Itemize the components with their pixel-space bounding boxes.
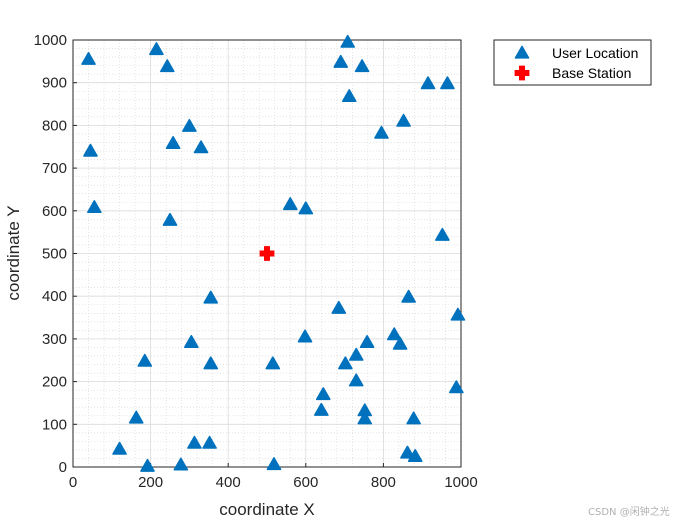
y-tick-label: 600: [42, 203, 67, 220]
user-location-point: [112, 441, 127, 455]
user-location-point: [298, 201, 314, 215]
x-tick-label: 800: [371, 474, 396, 491]
user-location-point: [187, 435, 202, 449]
user-location-point: [173, 457, 189, 471]
x-tick-label: 1000: [444, 474, 477, 491]
user-location-point: [400, 445, 415, 459]
user-location-point: [374, 125, 389, 139]
user-location-point: [420, 76, 436, 90]
y-tick-label: 200: [42, 374, 67, 391]
user-location-point: [87, 200, 102, 214]
user-location-point: [202, 435, 217, 449]
x-tick-label: 200: [138, 474, 163, 491]
legend-marker-base-station: [514, 65, 530, 81]
user-location-point: [203, 356, 219, 370]
user-location-point: [338, 356, 353, 370]
user-location-point: [406, 411, 421, 425]
user-location-point: [407, 449, 423, 463]
user-location-point: [265, 356, 281, 370]
axis-ticks: 0 200 400 600 800 1000 0 100 200 300 400 500 600 700 8…: [34, 32, 478, 491]
user-location-point: [357, 411, 373, 425]
user-location-point: [128, 410, 144, 424]
legend-plus-marker: [514, 65, 530, 81]
user-location-point: [315, 387, 331, 401]
user-location-point: [450, 307, 466, 321]
user-location-point: [140, 458, 155, 472]
user-location-point: [137, 353, 153, 367]
user-location-point: [182, 118, 197, 132]
user-location-point: [392, 336, 408, 350]
user-location-point: [297, 329, 313, 343]
user-location-point: [184, 335, 199, 348]
base-station-point: [259, 246, 275, 261]
user-location-point: [340, 34, 356, 48]
y-tick-label: 400: [42, 288, 67, 305]
user-location-point: [449, 380, 464, 394]
y-tick-label: 300: [42, 331, 67, 348]
user-location-point: [348, 373, 364, 387]
y-tick-label: 700: [42, 160, 67, 177]
user-location-point: [165, 136, 181, 150]
y-tick-label: 100: [42, 416, 67, 433]
user-location-point: [435, 227, 450, 241]
legend-box: [493, 39, 652, 86]
y-tick-label: 900: [42, 75, 67, 92]
watermark-text: CSDN @闲钟之光: [588, 507, 670, 518]
user-location-point: [396, 113, 411, 127]
legend-marker-user-location: [514, 45, 530, 59]
y-tick-label: 500: [42, 246, 67, 263]
user-location-point: [81, 51, 96, 65]
user-location-point: [314, 402, 329, 416]
user-location-point: [359, 335, 375, 348]
y-axis-label: coordinate Y: [4, 205, 23, 300]
x-tick-label: 600: [293, 474, 318, 491]
data-points: [81, 34, 466, 472]
user-location-point: [149, 42, 164, 56]
user-location-point: [193, 140, 209, 154]
user-location-point: [354, 59, 370, 73]
user-location-point: [386, 327, 402, 341]
legend-label-user-location: User Location: [552, 45, 638, 61]
y-tick-label: 800: [42, 117, 67, 134]
user-location-point: [333, 54, 349, 68]
user-location-point: [266, 457, 282, 471]
user-location-point: [162, 212, 178, 226]
legend-triangle-marker: [514, 45, 530, 59]
x-axis-label: coordinate X: [219, 500, 314, 519]
user-location-point: [401, 289, 416, 303]
legend-label-base-station: Base Station: [552, 65, 631, 81]
x-tick-label: 400: [216, 474, 241, 491]
legend: User Location Base Station: [493, 39, 652, 86]
user-location-point: [341, 89, 357, 103]
user-location-point: [348, 347, 364, 361]
y-tick-label: 0: [59, 459, 67, 476]
user-location-point: [159, 59, 175, 73]
user-location-point: [331, 300, 347, 314]
user-location-point: [282, 197, 298, 211]
y-tick-label: 1000: [34, 32, 67, 49]
user-location-point: [203, 290, 219, 304]
user-location-point: [83, 143, 98, 157]
user-location-point: [440, 76, 455, 90]
x-tick-label: 0: [69, 474, 77, 491]
